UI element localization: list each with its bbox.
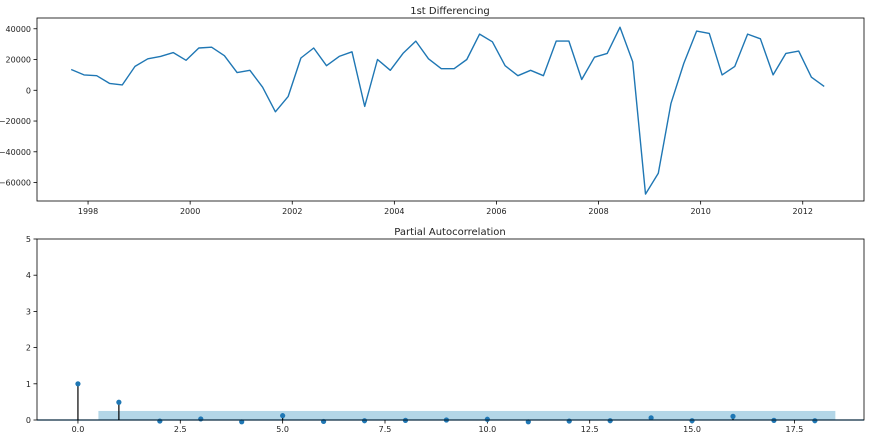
y-tick-label: 2 <box>26 344 31 353</box>
series-line <box>70 26 825 195</box>
confidence-band <box>98 410 836 420</box>
x-tick-label: 12.5 <box>581 425 599 434</box>
x-tick-label: 0.0 <box>72 425 85 434</box>
pacf-marker <box>280 413 286 419</box>
pacf-marker <box>689 418 695 424</box>
y-tick-label: 1 <box>26 380 31 389</box>
pacf-marker <box>648 415 654 421</box>
x-tick-label: 7.5 <box>379 425 392 434</box>
y-tick-label: 40000 <box>6 25 31 34</box>
pacf-marker <box>566 418 572 424</box>
pacf-marker <box>75 381 81 387</box>
y-tick-label: 3 <box>26 307 31 316</box>
y-tick-label: 0 <box>26 86 31 95</box>
x-tick-label: 10.0 <box>478 425 496 434</box>
x-tick-label: 2010 <box>690 207 710 216</box>
pacf-marker <box>361 418 368 424</box>
pacf-marker <box>812 418 818 424</box>
x-tick-label: 2.5 <box>174 425 187 434</box>
x-tick-label: 15.0 <box>683 425 701 434</box>
x-tick-label: 2006 <box>486 207 506 216</box>
chart-title: 1st Differencing <box>410 6 490 17</box>
chart-title: Partial Autocorrelation <box>394 227 505 238</box>
pacf-marker <box>607 418 613 424</box>
y-tick-label: 5 <box>26 235 31 244</box>
pacf-marker <box>198 416 204 422</box>
y-tick-label: −20000 <box>0 117 31 126</box>
x-tick-label: 2012 <box>793 207 813 216</box>
x-tick-label: 1998 <box>78 207 98 216</box>
plot-frame <box>36 238 865 421</box>
y-tick-label: 4 <box>26 271 31 280</box>
pacf-marker <box>239 419 245 425</box>
x-tick-label: 2000 <box>180 207 200 216</box>
pacf-marker <box>484 416 490 422</box>
pacf-chart: Partial Autocorrelation 0.0 2.5 5.0 7.5 10.0… <box>26 227 865 434</box>
pacf-marker <box>157 418 163 424</box>
pacf-marker <box>525 419 531 425</box>
x-tick-label: 2004 <box>384 207 404 216</box>
y-tick-label: −60000 <box>0 179 31 188</box>
x-tick-label: 2008 <box>588 207 608 216</box>
pacf-marker <box>116 399 122 405</box>
differencing-chart: 1st Differencing 1998 2000 2002 2004 2006 200… <box>0 6 865 216</box>
y-tick-label: 20000 <box>6 56 31 65</box>
pacf-marker <box>730 413 736 419</box>
x-tick-label: 2002 <box>282 207 302 216</box>
x-tick-label: 17.5 <box>785 425 803 434</box>
plot-frame <box>36 17 865 202</box>
y-tick-label: −40000 <box>0 148 31 157</box>
y-tick-label: 0 <box>26 416 31 425</box>
x-tick-label: 5.0 <box>276 425 289 434</box>
